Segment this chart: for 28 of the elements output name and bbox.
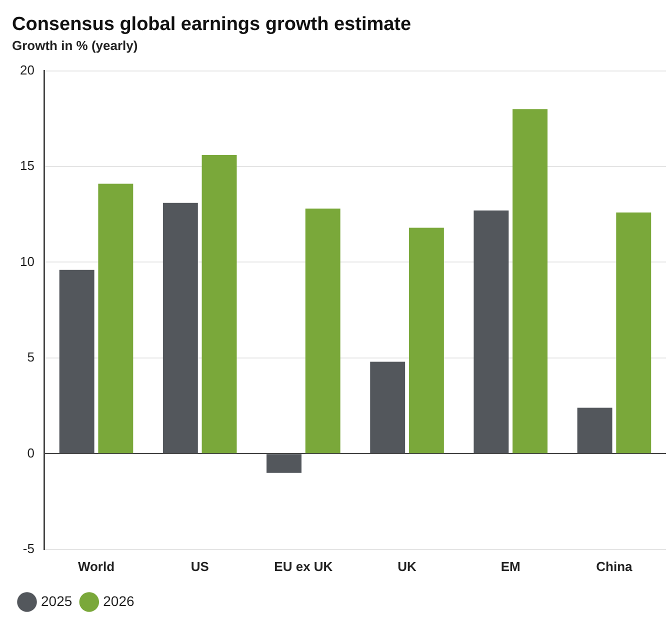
bar	[408, 228, 444, 454]
x-tick-label: UK	[398, 558, 418, 574]
legend-label: 2026	[103, 592, 135, 609]
bar	[616, 212, 652, 454]
x-tick-label: EM	[500, 558, 520, 574]
bar	[202, 155, 237, 454]
chart-title: Consensus global earnings growth estimate	[12, 14, 412, 36]
bar	[162, 202, 198, 454]
y-tick-label: -5	[22, 540, 34, 556]
x-tick-label: China	[596, 558, 634, 574]
bar	[577, 408, 612, 454]
y-tick-label: 5	[27, 350, 34, 365]
y-tick-label: 15	[20, 158, 34, 174]
x-tick-label: US	[190, 558, 210, 574]
bar	[98, 184, 134, 454]
y-tick-label: 0	[27, 445, 34, 460]
chart-subtitle: Growth in % (yearly)	[12, 38, 139, 53]
bar	[305, 208, 340, 454]
x-tick-label: World	[78, 558, 115, 574]
bar	[370, 362, 406, 454]
bar	[474, 210, 509, 454]
bar	[512, 109, 548, 454]
bar	[59, 270, 94, 454]
y-tick-label: 10	[20, 254, 34, 269]
legend-label: 2025	[41, 592, 72, 609]
x-tick-label: EU ex UK	[274, 558, 334, 574]
bar	[266, 454, 302, 473]
y-tick-label: 20	[20, 62, 34, 78]
